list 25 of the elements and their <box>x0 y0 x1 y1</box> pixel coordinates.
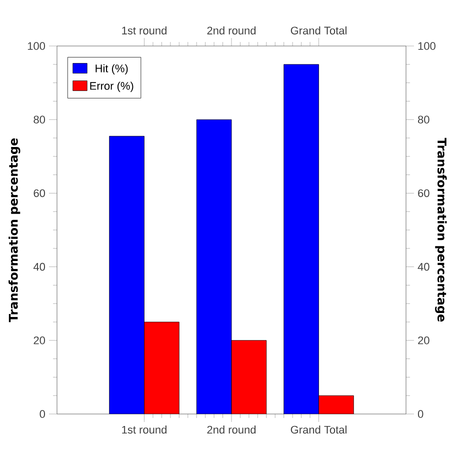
legend-label: Error (%) <box>90 82 134 92</box>
y-tick-label: 0 <box>40 410 46 418</box>
y-axis-title: Transformation percentage <box>8 138 20 322</box>
category-label: Grand Total <box>290 426 346 434</box>
y-tick-label: 20 <box>34 336 46 344</box>
bar <box>284 64 319 414</box>
y-tick-label: 60 <box>34 189 46 198</box>
y2-tick-label: 20 <box>418 336 430 344</box>
category-label: 1st round <box>122 426 166 434</box>
y2-tick-label: 80 <box>418 116 430 124</box>
y-tick-label: 100 <box>28 42 46 50</box>
x-tick-label: Grand Total <box>290 26 346 34</box>
x-tick-label: 1st round <box>122 26 166 34</box>
legend-label: Hit (%) <box>96 64 128 74</box>
y2-tick-label: 40 <box>418 262 430 271</box>
bar <box>109 136 144 414</box>
y2-tick-label: 100 <box>418 42 436 50</box>
x-tick-label: 2nd round <box>207 26 256 34</box>
bar <box>196 119 232 414</box>
y2-tick-label: 0 <box>418 410 424 418</box>
y-tick-label: 40 <box>33 262 46 271</box>
y2-tick-label: 60 <box>418 189 430 198</box>
y-tick-label: 80 <box>34 116 46 124</box>
y2-axis-title: Transformation percentage <box>435 138 447 322</box>
category-label: 2nd round <box>207 426 256 434</box>
